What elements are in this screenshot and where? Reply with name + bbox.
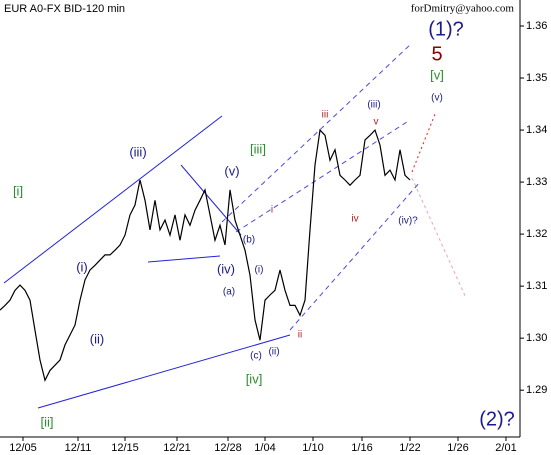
x-tick-label: 12/05 [9,442,37,454]
x-tick-label: 1/04 [254,442,275,454]
wave-label: (v) [431,93,443,104]
x-tick-label: 1/16 [351,442,372,454]
wave-label: (ii) [90,331,104,346]
trend-line [3,115,223,284]
wave-label: ii [298,330,302,341]
x-tick-label: 12/28 [214,442,242,454]
x-tick-label: 1/10 [302,442,323,454]
wave-label: (b) [243,235,255,246]
y-tick-label: 1.31 [526,280,547,292]
wave-label: (i) [76,259,88,274]
wave-label: [iii] [250,141,266,156]
wave-label: v [374,117,379,128]
projection-line [411,177,467,299]
wave-label: iii [322,110,329,121]
x-tick-label: 1/22 [399,442,420,454]
wave-label: (iii) [129,144,146,159]
projection-line [411,113,436,173]
trend-line [147,255,221,263]
x-tick-label: 2/01 [495,442,516,454]
y-tick-label: 1.32 [526,228,547,240]
wave-label: i [271,205,273,216]
x-tick-label: 12/11 [65,442,92,454]
y-tick-label: 1.34 [526,124,547,136]
wave-label: (a) [223,287,235,298]
wave-label: (ii) [268,347,279,358]
wave-label: (c) [250,351,262,362]
trend-line [37,334,291,409]
x-tick-label: 12/21 [163,442,191,454]
y-tick-label: 1.35 [526,72,547,84]
trend-line [180,164,242,236]
wave-label: 5 [431,43,442,65]
price-line [0,128,411,383]
wave-label: (1)? [428,18,464,40]
y-tick-label: 1.29 [526,384,547,396]
y-tick-label: 1.30 [526,332,547,344]
x-tick-label: 1/26 [447,442,468,454]
wave-label: (iii) [367,100,380,111]
wave-label: (iv)? [398,216,418,227]
wave-label: iv [351,214,358,225]
channel-line [289,181,421,331]
wave-label: [iv] [246,371,263,386]
wave-label: [ii] [41,414,54,429]
wave-label: (i) [255,265,264,276]
wave-label: (v) [224,163,239,178]
wave-label: [i] [13,183,23,198]
wave-label: (2)? [479,408,515,430]
subtitle: forDmitry@yahoo.com [411,3,515,15]
channel-line [221,42,413,223]
channel-line [235,119,411,233]
wave-label: (iv) [217,261,235,276]
y-tick-label: 1.33 [526,176,547,188]
chart-title: EUR A0-FX BID-120 min [4,3,125,15]
y-tick-label: 1.36 [526,20,547,32]
wave-label: [v] [430,67,444,82]
x-tick-label: 12/15 [111,442,139,454]
